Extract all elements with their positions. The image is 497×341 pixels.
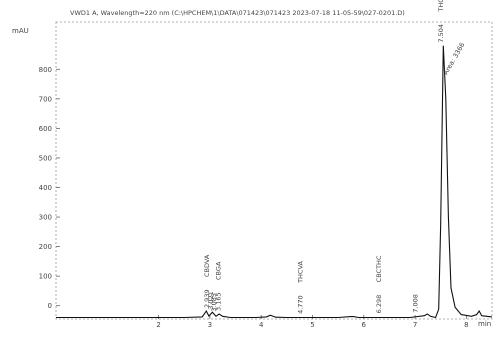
y-tick-label: 0 — [48, 302, 52, 310]
peak-label: 7.504 THCA — [437, 0, 445, 43]
peak-time-label: 3.085 — [210, 293, 218, 312]
peak-name-label: THCVA — [297, 261, 305, 284]
peak-label: 6.298 CBCTHC — [375, 255, 383, 313]
peak-name-label: CBGA — [214, 261, 222, 280]
y-axis-ticks: 0 100 200 300 400 500 600 700 800 — [39, 66, 60, 310]
x-tick-label: 8 — [464, 321, 468, 329]
x-tick-label: 4 — [259, 321, 264, 329]
peak-name-label: CBCTHC — [375, 255, 383, 282]
y-tick-label: 800 — [39, 66, 52, 74]
peak-name-label: THCA — [437, 0, 445, 13]
peak-time-label: 7.504 — [437, 24, 445, 43]
x-tick-label: 7 — [413, 321, 417, 329]
peak-time-label: 7.008 — [411, 294, 419, 313]
series-line — [56, 46, 492, 318]
peak-time-label: 4.770 — [297, 295, 305, 314]
chart-title: VWD1 A, Wavelength=220 nm (C:\HPCHEM\1\D… — [70, 9, 405, 17]
y-axis-label: mAU — [12, 27, 29, 35]
y-tick-label: 500 — [39, 154, 52, 162]
x-tick-label: 5 — [310, 321, 314, 329]
area-annotation: Area: 3366 — [442, 41, 467, 76]
peak-label: 7.008 — [411, 294, 419, 313]
plot-frame — [56, 22, 492, 319]
peak-label: 4.770 THCVA — [297, 261, 305, 314]
y-tick-label: 100 — [39, 273, 52, 281]
y-tick-label: 300 — [39, 214, 52, 222]
peak-name-label: CBDVA — [203, 254, 211, 277]
x-tick-label: 3 — [208, 321, 212, 329]
y-tick-label: 600 — [39, 125, 52, 133]
annotations: Area: 3366 — [442, 41, 467, 76]
x-tick-label: 6 — [362, 321, 367, 329]
peak-label: 3.085 — [210, 293, 218, 312]
y-tick-label: 700 — [39, 95, 52, 103]
peak-time-label: 6.298 — [375, 295, 383, 314]
x-tick-label: 2 — [156, 321, 160, 329]
y-tick-label: 400 — [39, 184, 52, 192]
x-axis-label: min — [478, 320, 491, 328]
y-tick-label: 200 — [39, 243, 52, 251]
